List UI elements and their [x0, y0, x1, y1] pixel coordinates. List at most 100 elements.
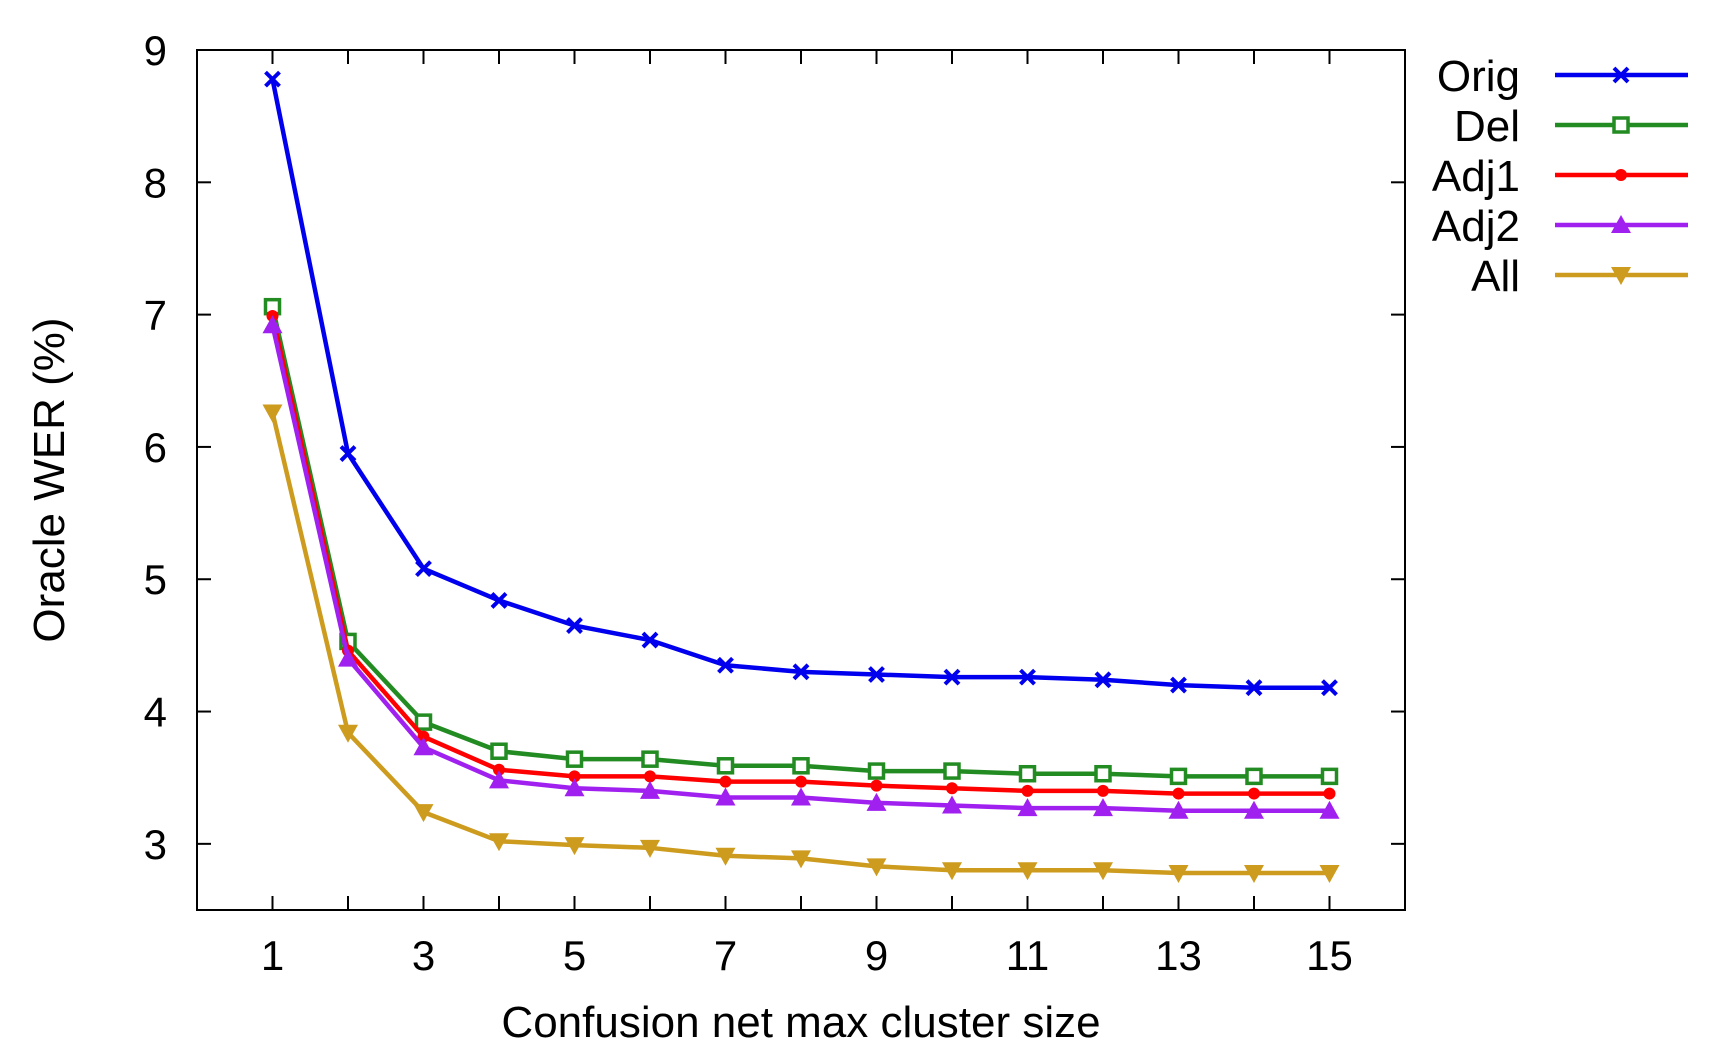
point-marker [489, 770, 509, 789]
x-tick-label: 5 [563, 932, 586, 979]
point-marker [1611, 215, 1631, 233]
y-axis-title: Oracle WER (%) [25, 317, 74, 642]
point-marker [717, 656, 734, 674]
point-marker [415, 560, 432, 578]
point-marker [566, 617, 583, 634]
point-marker [716, 757, 735, 775]
point-marker [719, 775, 732, 788]
x-axis-title: Confusion net max cluster size [501, 998, 1100, 1047]
y-tick-label: 6 [144, 424, 167, 471]
point-marker [1319, 864, 1340, 883]
point-marker [1611, 267, 1631, 285]
point-marker [641, 750, 659, 768]
point-marker [1169, 767, 1188, 786]
point-marker [1021, 784, 1034, 797]
point-marker [1094, 671, 1112, 689]
x-tick-label: 3 [412, 932, 435, 979]
point-marker [640, 839, 660, 858]
x-tick-label: 1 [261, 932, 284, 979]
point-marker [1248, 787, 1260, 800]
point-marker [866, 858, 887, 877]
point-marker [565, 750, 584, 768]
point-marker [262, 315, 283, 334]
point-marker [1320, 767, 1339, 786]
y-tick-label: 9 [144, 27, 167, 74]
point-marker [641, 631, 659, 649]
x-tick-label: 15 [1306, 932, 1353, 979]
point-marker [1168, 864, 1189, 883]
point-marker [264, 70, 281, 88]
point-marker [414, 713, 433, 731]
point-marker [1170, 676, 1187, 694]
point-marker [564, 837, 585, 856]
point-marker [1093, 862, 1113, 881]
point-marker [338, 724, 358, 743]
x-tick-label: 9 [865, 932, 888, 979]
y-tick-label: 3 [144, 821, 167, 868]
point-marker [1319, 800, 1340, 819]
point-marker [644, 770, 656, 783]
point-marker [413, 737, 434, 756]
x-tick-label: 7 [714, 932, 737, 979]
point-marker [942, 795, 962, 814]
point-marker [1172, 787, 1185, 800]
point-marker [568, 770, 581, 783]
point-marker [417, 730, 430, 743]
point-marker [490, 742, 508, 760]
legend-item: Adj2 [1432, 202, 1688, 251]
series-line [270, 306, 1330, 779]
legend-item: All [1471, 252, 1688, 301]
series-adj2 [262, 315, 1340, 819]
point-marker [1245, 679, 1263, 697]
point-marker [490, 591, 508, 609]
point-marker [489, 833, 509, 852]
point-marker [867, 762, 886, 780]
y-axis: 3 4 5 6 7 8 9 [144, 27, 1405, 868]
point-marker [493, 763, 505, 776]
legend-label: All [1471, 252, 1520, 301]
y-tick-label: 7 [144, 292, 167, 339]
point-marker [943, 762, 961, 780]
legend-item: Del [1454, 102, 1688, 151]
point-marker [943, 668, 961, 686]
y-tick-label: 4 [144, 689, 167, 736]
series-orig [264, 70, 1338, 697]
point-marker [1323, 787, 1336, 800]
point-marker [791, 787, 811, 806]
x-tick-label: 11 [1006, 932, 1050, 979]
point-marker [1244, 864, 1264, 883]
point-marker [1615, 169, 1627, 181]
series-all [262, 404, 1340, 883]
point-marker [1018, 764, 1037, 783]
series-line [270, 78, 1330, 690]
point-marker [262, 404, 283, 423]
x-axis: 1 3 5 7 9 11 13 15 [261, 50, 1353, 979]
point-marker [946, 782, 958, 795]
point-marker [1612, 116, 1630, 134]
legend-label: Del [1454, 102, 1520, 151]
point-marker [564, 778, 585, 797]
x-tick-label: 13 [1155, 932, 1202, 979]
point-marker [1321, 679, 1338, 697]
y-tick-label: 8 [144, 159, 167, 206]
point-marker [339, 445, 357, 462]
series-group [262, 70, 1340, 883]
point-marker [715, 787, 736, 806]
point-marker [338, 648, 358, 667]
series-del [263, 297, 1339, 786]
point-marker [1094, 764, 1112, 783]
point-marker [942, 862, 962, 881]
point-marker [866, 792, 887, 811]
point-marker [868, 666, 885, 683]
legend-label: Orig [1437, 52, 1520, 101]
point-marker [1612, 66, 1630, 84]
point-marker [640, 780, 660, 799]
point-marker [791, 850, 811, 869]
point-marker [1093, 798, 1113, 817]
legend-label: Adj1 [1432, 152, 1520, 201]
point-marker [870, 779, 883, 792]
point-marker [1168, 800, 1189, 819]
